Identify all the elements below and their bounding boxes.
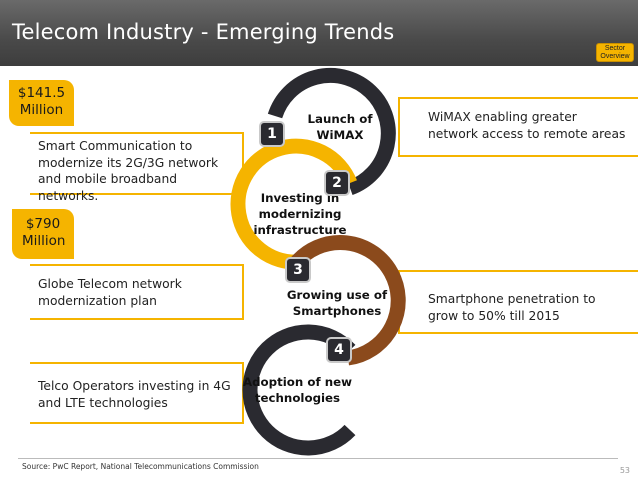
info-box-text: WiMAX enabling greater network access to…	[428, 110, 626, 141]
info-box-globe-telecom: Globe Telecom network modernization plan	[30, 264, 244, 320]
step-number-4: 4	[326, 337, 352, 363]
sector-overview-button[interactable]: Sector Overview	[596, 43, 634, 62]
ring-4-arc	[242, 324, 356, 456]
ring-3-arc	[290, 235, 406, 366]
ring-2-arc	[230, 138, 357, 270]
step-number-2: 2	[324, 170, 350, 196]
amount-badge-text: $141.5 Million	[17, 85, 66, 118]
info-box-text: Telco Operators investing in 4G and LTE …	[38, 379, 231, 410]
info-box-smartphone: Smartphone penetration to grow to 50% ti…	[398, 270, 638, 334]
info-box-wimax: WiMAX enabling greater network access to…	[398, 97, 638, 157]
header-bar: Telecom Industry - Emerging Trends Secto…	[0, 0, 638, 66]
step-label-text: Launch of WiMAX	[307, 112, 373, 142]
footer-divider	[18, 458, 618, 459]
info-box-text: Smart Communication to modernize its 2G/…	[38, 139, 219, 203]
ring-1-arc	[267, 67, 396, 196]
step-label-text: Adoption of new technologies	[242, 375, 353, 405]
step-label-text: Growing use of Smartphones	[286, 288, 388, 318]
amount-badge-text: $790 Million	[22, 216, 66, 249]
step-number-3: 3	[285, 257, 311, 283]
step-label-adoption-technologies: Adoption of new technologies	[240, 374, 355, 406]
page-number: 53	[619, 466, 630, 475]
source-note: Source: PwC Report, National Telecommuni…	[22, 462, 259, 471]
info-box-text: Globe Telecom network modernization plan	[38, 277, 182, 308]
info-box-telco-operators: Telco Operators investing in 4G and LTE …	[30, 362, 244, 424]
step-label-text: Investing in modernizing infrastructure	[253, 191, 347, 237]
step-label-investing-infrastructure: Investing in modernizing infrastructure	[245, 190, 355, 238]
page-title: Telecom Industry - Emerging Trends	[12, 20, 395, 44]
info-box-smart-communication: Smart Communication to modernize its 2G/…	[30, 132, 244, 203]
amount-badge-141-5-million: $141.5 Million	[9, 80, 74, 126]
amount-badge-790-million: $790 Million	[12, 209, 74, 259]
step-label-launch-wimax: Launch of WiMAX	[290, 111, 390, 143]
info-box-text: Smartphone penetration to grow to 50% ti…	[428, 292, 596, 323]
step-number-1: 1	[259, 121, 285, 147]
step-label-growing-smartphones: Growing use of Smartphones	[282, 287, 392, 319]
